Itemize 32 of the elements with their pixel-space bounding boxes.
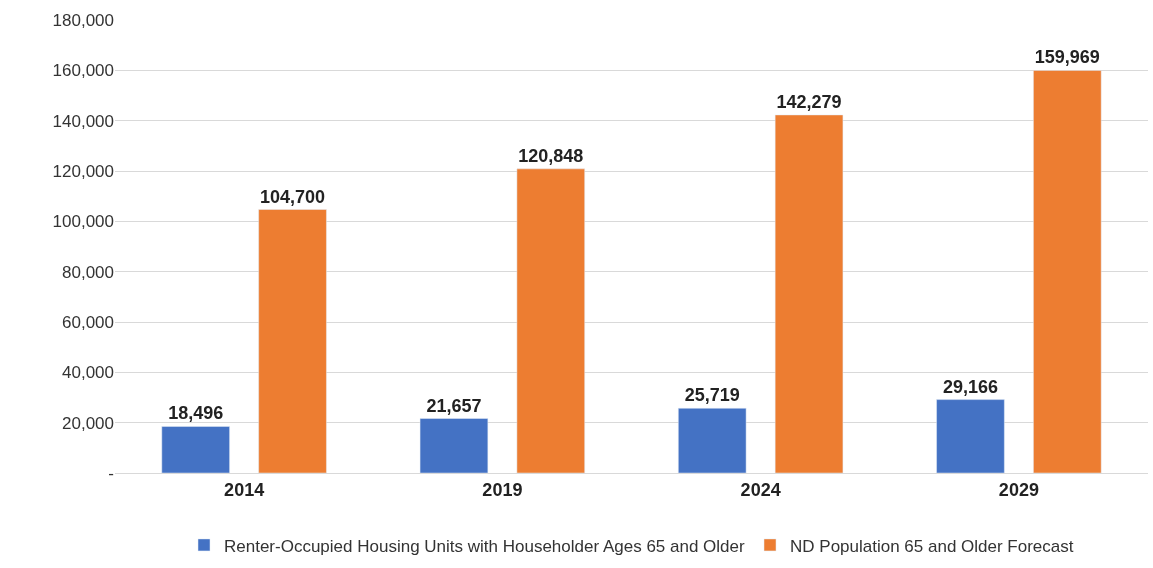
bar: [936, 399, 1005, 473]
y-tick-label: 20,000: [62, 413, 114, 433]
bar: [161, 426, 230, 473]
x-tick-label: 2029: [998, 479, 1039, 500]
y-tick-label: 60,000: [62, 312, 114, 332]
bar: [1033, 70, 1102, 473]
x-tick-label: 2024: [740, 479, 781, 500]
data-label: 120,848: [518, 145, 584, 166]
data-label: 21,657: [426, 395, 482, 416]
bar: [516, 168, 585, 473]
y-tick-label: 80,000: [62, 262, 114, 282]
data-label: 18,496: [168, 403, 224, 424]
y-tick-label: 180,000: [52, 10, 114, 30]
data-label: 104,700: [260, 186, 326, 207]
y-tick-label: 100,000: [52, 212, 114, 232]
y-tick-label: 160,000: [52, 61, 114, 81]
y-tick-label: 120,000: [52, 161, 114, 181]
data-label: 142,279: [776, 91, 842, 112]
bar: [678, 408, 747, 473]
data-label: 25,719: [684, 385, 740, 406]
x-tick-label: 2019: [482, 479, 523, 500]
bar: [258, 209, 327, 473]
data-label: 159,969: [1034, 47, 1100, 68]
y-tick-label: -: [108, 463, 114, 483]
legend-label: ND Population 65 and Older Forecast: [790, 536, 1074, 556]
bar: [419, 418, 489, 473]
bar: [774, 114, 844, 473]
legend-label: Renter-Occupied Housing Units with Householder Ages 65 and Older: [224, 536, 746, 556]
x-tick-label: 2014: [224, 479, 265, 500]
data-label: 29,166: [942, 376, 998, 397]
y-tick-label: 140,000: [52, 111, 114, 131]
y-tick-label: 40,000: [62, 363, 114, 383]
